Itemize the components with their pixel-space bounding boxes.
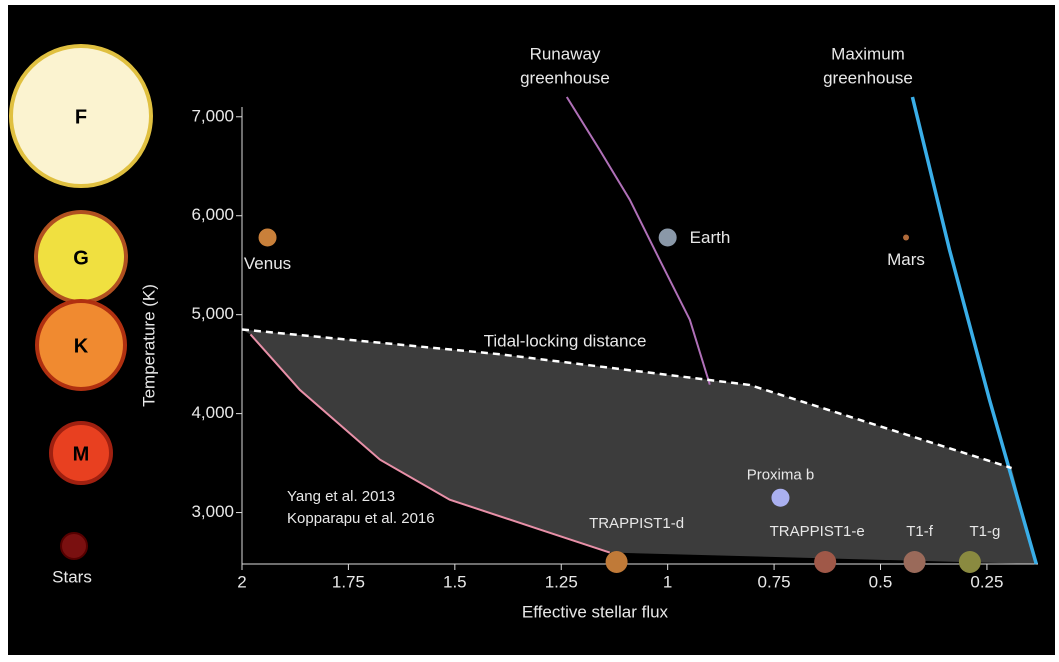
x-tick-label: 0.25 — [970, 572, 1003, 591]
curve-label: Kopparapu et al. 2016 — [287, 510, 435, 527]
star — [60, 532, 88, 560]
planet — [903, 551, 926, 574]
planet-label: TRAPPIST1-d — [589, 515, 684, 532]
stars-caption: Stars — [52, 567, 92, 586]
star-label: G — [73, 247, 89, 269]
planet-label: Earth — [690, 228, 731, 247]
planet-label: T1-g — [969, 523, 1000, 540]
planet — [658, 228, 677, 247]
planet-label: Mars — [887, 250, 925, 269]
x-axis-label: Effective stellar flux — [522, 602, 669, 621]
y-tick-label: 3,000 — [191, 502, 234, 521]
y-tick-label: 7,000 — [191, 106, 234, 125]
curve — [241, 328, 1012, 470]
curve — [910, 96, 1038, 565]
planet — [605, 551, 628, 574]
y-tick-label: 4,000 — [191, 403, 234, 422]
curve — [565, 96, 711, 385]
star-label: F — [75, 106, 87, 128]
curve-label: Tidal-locking distance — [484, 331, 647, 350]
curve-label: Runaway — [530, 44, 601, 63]
y-axis-label: Temperature (K) — [139, 284, 158, 407]
habitable-region — [242, 329, 1037, 564]
x-tick-label: 1.75 — [332, 572, 365, 591]
x-tick-label: 0.5 — [869, 572, 893, 591]
planet — [903, 234, 910, 241]
planet — [958, 551, 981, 574]
planet-label: Venus — [244, 254, 291, 273]
planet — [258, 228, 277, 247]
y-tick-label: 6,000 — [191, 205, 234, 224]
region-fill — [242, 329, 1037, 564]
curve — [249, 333, 611, 554]
planet-label: TRAPPIST1-e — [770, 523, 865, 540]
planet — [814, 551, 837, 574]
curve-label: greenhouse — [520, 68, 610, 87]
curve-label: Maximum — [831, 44, 905, 63]
planet — [771, 488, 790, 507]
star-label: K — [74, 335, 89, 357]
x-tick-label: 1.5 — [443, 572, 467, 591]
planet-label: Proxima b — [747, 467, 815, 484]
star-label: M — [73, 443, 90, 465]
star — [35, 299, 127, 391]
curve-label: greenhouse — [823, 68, 913, 87]
x-tick-label: 2 — [237, 572, 246, 591]
x-tick-label: 0.75 — [758, 572, 791, 591]
curve-label: Yang et al. 2013 — [287, 488, 395, 505]
planet-label: T1-f — [906, 523, 934, 540]
y-tick-label: 5,000 — [191, 304, 234, 323]
star — [49, 421, 113, 485]
x-tick-label: 1 — [663, 572, 672, 591]
star — [9, 44, 153, 188]
x-tick-label: 1.25 — [545, 572, 578, 591]
